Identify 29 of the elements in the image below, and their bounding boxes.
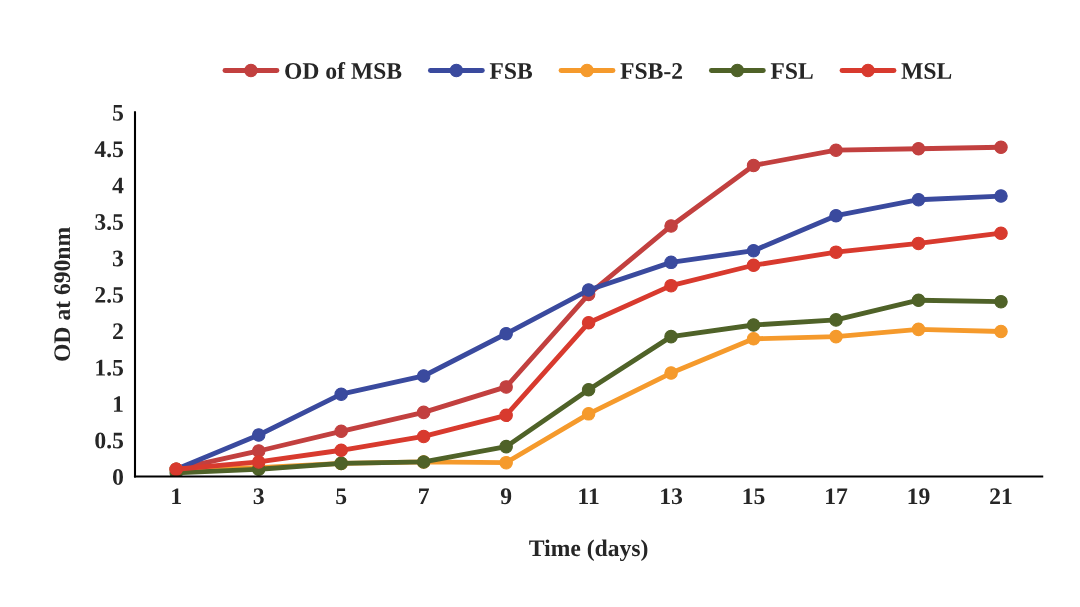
y-tick-label: 3 — [112, 250, 124, 267]
y-tick-label: 0 — [112, 468, 123, 485]
legend-label: OD of MSB — [285, 62, 402, 79]
y-tick-label: 3.5 — [95, 214, 124, 231]
legend-label: FSB — [489, 63, 533, 79]
y-tick-label: 5 — [113, 105, 124, 121]
y-tick-label: 4 — [112, 177, 124, 194]
y-tick-label: 1.5 — [96, 359, 124, 376]
legend-label: FSB-2 — [620, 63, 683, 79]
x-tick-label: 7 — [419, 488, 429, 504]
x-tick-label: 21 — [990, 488, 1012, 504]
x-axis-title: Time (days) — [529, 539, 648, 562]
x-tick-label: 19 — [908, 488, 930, 505]
y-tick-label: 2.5 — [95, 286, 124, 303]
y-tick-label: 1 — [113, 396, 123, 412]
legend-label: MSL — [901, 63, 952, 79]
x-tick-label: 13 — [661, 488, 683, 505]
x-tick-label: 9 — [500, 488, 512, 505]
x-tick-label: 3 — [253, 488, 264, 505]
legend-label: FSL — [770, 63, 813, 79]
y-tick-label: 4.5 — [94, 141, 124, 158]
y-tick-label: 0.5 — [95, 432, 124, 449]
y-tick-label: 2 — [113, 323, 123, 340]
y-axis-title: OD at 690nm — [54, 227, 71, 361]
x-tick-label: 1 — [172, 488, 181, 504]
x-tick-label: 17 — [826, 488, 848, 504]
x-tick-label: 15 — [743, 488, 765, 505]
x-tick-label: 5 — [336, 488, 347, 505]
x-tick-label: 11 — [579, 488, 599, 504]
